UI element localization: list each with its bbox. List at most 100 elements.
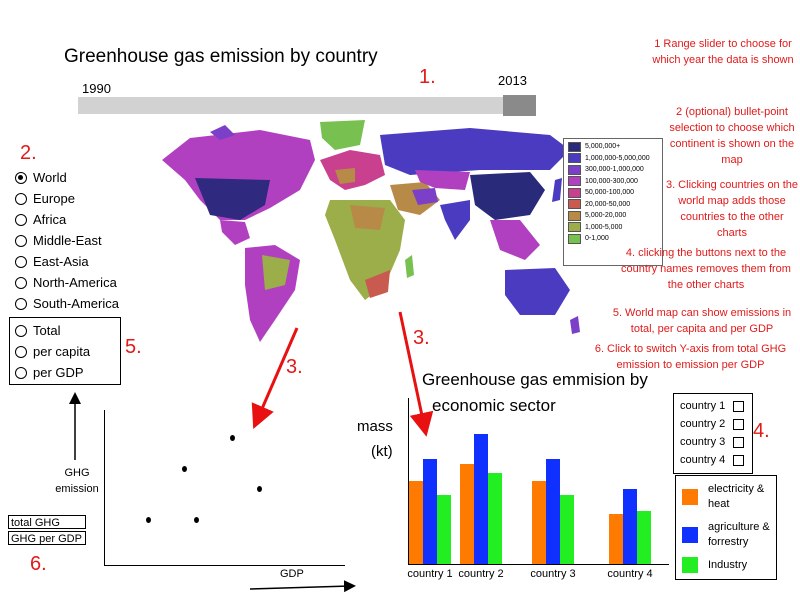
note-4: 4. clicking the buttons next to the coun… (621, 247, 791, 291)
map-region-north-america-canada[interactable] (162, 130, 315, 220)
radio-continent-europe[interactable]: Europe (15, 188, 119, 209)
bar-2-series-1 (460, 464, 474, 564)
map-region-madagascar[interactable] (405, 255, 414, 278)
remove-country-1-checkbox[interactable] (733, 400, 745, 412)
year-slider-handle[interactable] (503, 95, 536, 116)
map-region-greenland[interactable] (320, 120, 365, 150)
radio-continent-south-america[interactable]: South-America (15, 293, 119, 314)
legend-label: 50,000-100,000 (585, 189, 635, 197)
map-title: Greenhouse gas emission by country (64, 46, 378, 67)
scatter-point[interactable] (194, 517, 200, 524)
map-region-australia[interactable] (505, 268, 570, 315)
map-region-brazil-north[interactable] (262, 255, 290, 290)
radio-button[interactable] (15, 255, 27, 268)
measure-radio-group: Total per capita per GDP (9, 317, 121, 385)
radio-button[interactable] (15, 192, 27, 205)
bar-legend-item: agriculture & forrestry (682, 520, 773, 550)
radio-continent-east-asia[interactable]: East-Asia (15, 251, 119, 272)
radio-measure-total[interactable]: Total (15, 320, 120, 341)
radio-button[interactable] (15, 276, 27, 289)
radio-button[interactable] (15, 324, 27, 337)
radio-continent-middle-east[interactable]: Middle-East (15, 230, 119, 251)
map-region-russia[interactable] (380, 128, 570, 175)
map-region-north-africa[interactable] (350, 205, 385, 230)
bar-3-series-2 (546, 458, 560, 564)
map-region-usa[interactable] (195, 178, 270, 220)
radio-label: per capita (33, 344, 91, 359)
ghg-per-gdp-button[interactable]: GHG per GDP (8, 531, 86, 545)
bar-y-label-1: mass (357, 418, 393, 435)
arrow-map-to-bars (398, 311, 434, 437)
note-2: 2 (optional) bullet-point selection to c… (669, 106, 795, 166)
legend-swatch (568, 210, 581, 221)
scatter-point[interactable] (182, 465, 188, 472)
legend-label: 5,000-20,000 (585, 212, 627, 220)
map-region-china[interactable] (470, 172, 545, 220)
radio-label: per GDP (33, 365, 84, 380)
radio-label: Europe (33, 191, 75, 206)
country-row-2: country 2 (680, 415, 752, 433)
remove-country-2-checkbox[interactable] (733, 418, 745, 430)
radio-button[interactable] (15, 234, 27, 247)
radio-button[interactable] (15, 213, 27, 226)
note-1: 1 Range slider to choose for which year … (652, 38, 794, 66)
note-6: 6. Click to switch Y-axis from total GHG… (594, 343, 787, 371)
bar-category-label: country 2 (458, 568, 504, 580)
legend-row: 5,000-20,000 (568, 210, 662, 222)
bar-2-series-3 (488, 472, 502, 564)
radio-button[interactable] (15, 366, 27, 379)
map-region-central-asia[interactable] (415, 170, 470, 190)
radio-button[interactable] (15, 297, 27, 310)
scatter-plot-area (104, 410, 345, 566)
map-region-india[interactable] (440, 200, 470, 240)
bar-y-label-2: (kt) (371, 443, 393, 460)
radio-measure-per-gdp[interactable]: per GDP (15, 362, 120, 383)
remove-country-3-checkbox[interactable] (733, 436, 745, 448)
slider-end-year: 2013 (498, 73, 527, 88)
map-region-southeast-asia[interactable] (490, 220, 540, 260)
map-region-south-africa[interactable] (365, 270, 390, 298)
map-region-japan[interactable] (552, 178, 562, 202)
map-legend: 5,000,000+ 1,000,000-5,000,000 300,000-1… (563, 138, 663, 266)
map-region-mexico[interactable] (220, 220, 250, 245)
legend-row: 0-1,000 (568, 233, 662, 245)
radio-button[interactable] (15, 171, 27, 184)
bar-legend-swatch (682, 557, 698, 573)
year-range-slider[interactable] (78, 97, 536, 114)
note-3: 3. Clicking countries on the world map a… (665, 179, 799, 239)
radio-label: East-Asia (33, 254, 89, 269)
legend-row: 1,000,000-5,000,000 (568, 153, 662, 165)
country-label: country 2 (680, 418, 726, 430)
radio-continent-africa[interactable]: Africa (15, 209, 119, 230)
radio-measure-per-capita[interactable]: per capita (15, 341, 120, 362)
marker-3-scatter: 3. (286, 356, 303, 378)
bar-category-label: country 4 (607, 568, 653, 580)
scatter-point[interactable] (230, 434, 236, 441)
map-region-central-europe[interactable] (335, 168, 355, 184)
marker-2: 2. (20, 142, 37, 164)
bar-1-series-1 (409, 481, 423, 564)
marker-3-bars: 3. (413, 327, 430, 349)
continent-radio-group: World Europe Africa Middle-East East-Asi… (15, 167, 119, 314)
map-region-alaska[interactable] (210, 125, 235, 140)
map-region-new-zealand[interactable] (570, 316, 580, 334)
total-ghg-button[interactable]: total GHG (8, 515, 86, 529)
radio-continent-north-america[interactable]: North-America (15, 272, 119, 293)
legend-row: 1,000-5,000 (568, 222, 662, 234)
remove-country-4-checkbox[interactable] (733, 454, 745, 466)
radio-continent-world[interactable]: World (15, 167, 119, 188)
legend-swatch (568, 187, 581, 198)
legend-label: 20,000-50,000 (585, 200, 631, 208)
radio-label: Total (33, 323, 61, 338)
bar-chart-title-2: economic sector (432, 396, 556, 415)
marker-1: 1. (419, 66, 436, 88)
scatter-point[interactable] (256, 486, 262, 493)
note-5: 5. World map can show emissions in total… (612, 307, 792, 335)
world-map[interactable] (150, 120, 590, 350)
map-region-iran[interactable] (412, 188, 438, 205)
radio-button[interactable] (15, 345, 27, 358)
scatter-point[interactable] (146, 517, 152, 524)
radio-label: North-America (33, 275, 117, 290)
bar-category-label: country 1 (407, 568, 453, 580)
country-label: country 1 (680, 400, 726, 412)
